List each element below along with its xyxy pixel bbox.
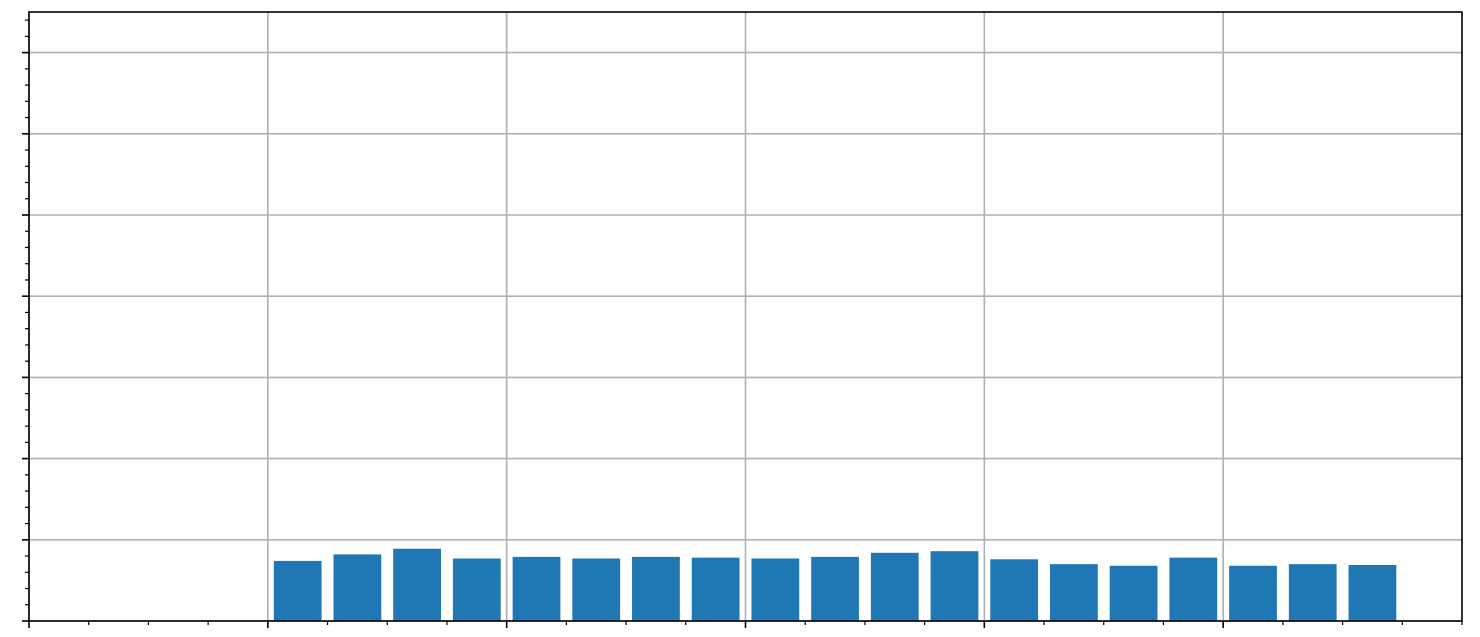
bar <box>1348 564 1397 621</box>
bars <box>273 548 1397 621</box>
bar <box>990 559 1039 621</box>
bar <box>751 558 800 621</box>
bar <box>930 551 979 621</box>
bar <box>452 558 501 621</box>
bar <box>1169 557 1218 621</box>
bar <box>512 556 561 621</box>
bar <box>870 552 919 621</box>
bar <box>1288 564 1337 621</box>
bar <box>393 548 441 621</box>
bar <box>333 554 382 621</box>
bar <box>273 560 322 621</box>
bar <box>811 556 859 621</box>
bar <box>572 558 621 621</box>
plot-frame <box>28 11 1463 622</box>
bar <box>1050 564 1098 621</box>
bar <box>691 557 740 621</box>
bar <box>1109 565 1158 621</box>
bar <box>1229 565 1277 621</box>
bar <box>632 556 680 621</box>
